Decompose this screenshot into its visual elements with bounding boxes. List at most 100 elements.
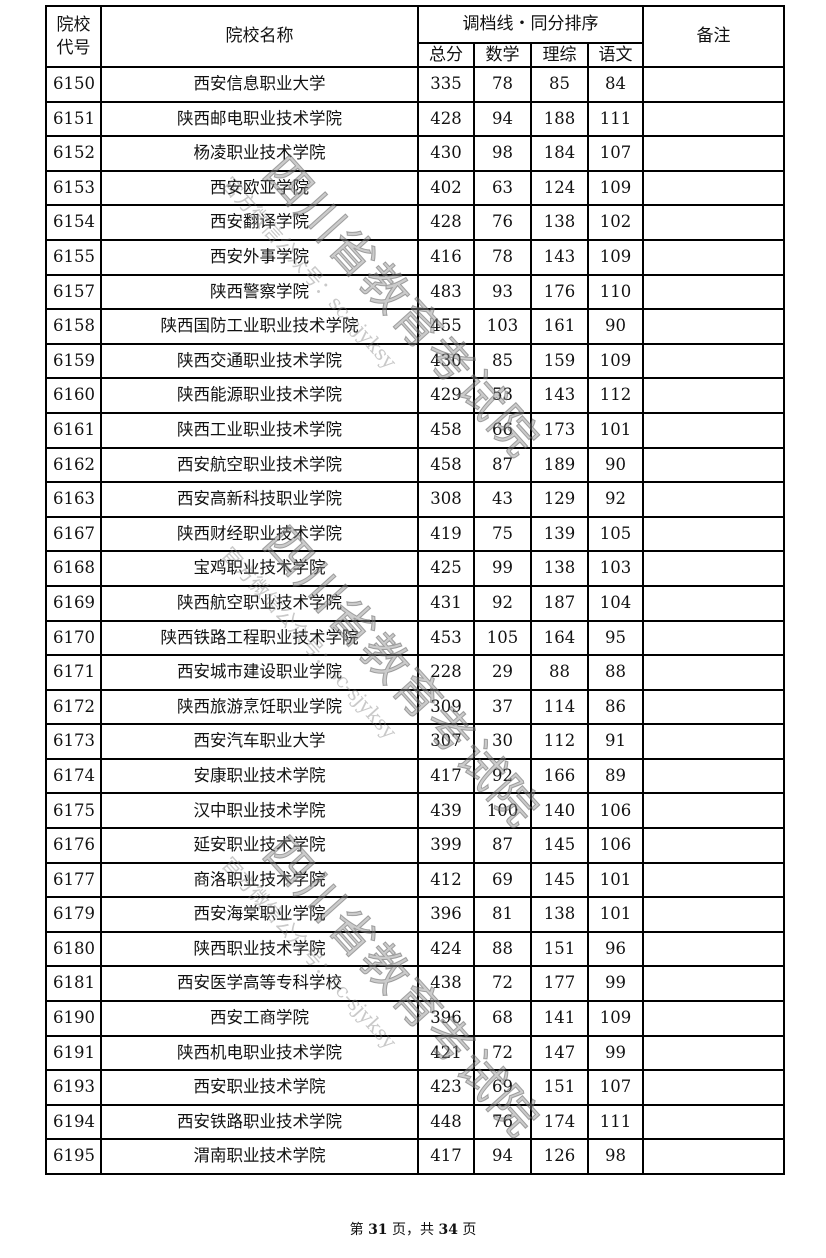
- total-score: 448: [417, 1103, 475, 1141]
- school-code: 6173: [45, 723, 102, 760]
- school-code: 6161: [45, 411, 102, 449]
- school-name: 陕西旅游烹饪职业学院: [100, 688, 419, 726]
- school-name: 陕西国防工业职业技术学院: [100, 308, 419, 345]
- school-code: 6169: [45, 584, 102, 622]
- total-score: 431: [417, 584, 475, 622]
- science-score: 189: [530, 446, 589, 484]
- remark: [642, 135, 785, 172]
- math-score: 81: [473, 896, 532, 933]
- math-score: 76: [473, 1103, 532, 1141]
- school-code: 6167: [45, 515, 102, 553]
- science-score: 177: [530, 965, 589, 1003]
- remark: [642, 550, 785, 587]
- school-code: 6152: [45, 135, 102, 172]
- school-code: 6171: [45, 654, 102, 691]
- school-code: 6157: [45, 273, 102, 311]
- school-code: 6179: [45, 896, 102, 933]
- remark: [642, 930, 785, 968]
- science-score: 129: [530, 481, 589, 518]
- school-code: 6151: [45, 100, 102, 138]
- table-row: 6154 西安翻译学院 428 76 138 102: [45, 204, 785, 241]
- science-score: 143: [530, 238, 589, 276]
- school-name: 西安航空职业技术学院: [100, 446, 419, 484]
- table-row: 6159 陕西交通职业技术学院 430 85 159 109: [45, 342, 785, 380]
- math-score: 103: [473, 308, 532, 345]
- table-row: 6158 陕西国防工业职业技术学院 455 103 161 90: [45, 308, 785, 345]
- chinese-score: 90: [587, 446, 644, 484]
- science-score: 85: [530, 66, 589, 103]
- chinese-score: 102: [587, 204, 644, 241]
- remark: [642, 1103, 785, 1141]
- table-row: 6180 陕西职业技术学院 424 88 151 96: [45, 930, 785, 968]
- chinese-score: 99: [587, 1034, 644, 1072]
- school-name: 陕西职业技术学院: [100, 930, 419, 968]
- school-code: 6176: [45, 827, 102, 864]
- total-score: 396: [417, 1000, 475, 1037]
- math-score: 78: [473, 238, 532, 276]
- math-score: 78: [473, 66, 532, 103]
- school-code: 6181: [45, 965, 102, 1003]
- remark: [642, 861, 785, 899]
- science-score: 145: [530, 827, 589, 864]
- science-score: 173: [530, 411, 589, 449]
- total-score: 308: [417, 481, 475, 518]
- remark: [642, 446, 785, 484]
- table-row: 6191 陕西机电职业技术学院 421 72 147 99: [45, 1034, 785, 1072]
- math-score: 87: [473, 827, 532, 864]
- total-score: 402: [417, 169, 475, 207]
- total-score: 424: [417, 930, 475, 968]
- table-row: 6157 陕西警察学院 483 93 176 110: [45, 273, 785, 311]
- science-score: 138: [530, 204, 589, 241]
- school-name: 宝鸡职业技术学院: [100, 550, 419, 587]
- remark: [642, 411, 785, 449]
- school-code: 6155: [45, 238, 102, 276]
- chinese-score: 107: [587, 1069, 644, 1106]
- admission-score-table: 院校代号 院校名称 调档线・同分排序 备注 总分 数学 理综 语文 6150 西安…: [45, 5, 785, 1175]
- page-footer: 第 31 页，共 34 页: [349, 1222, 477, 1238]
- school-name: 安康职业技术学院: [100, 757, 419, 795]
- chinese-score: 92: [587, 481, 644, 518]
- science-score: 187: [530, 584, 589, 622]
- table-row: 6176 延安职业技术学院 399 87 145 106: [45, 827, 785, 864]
- school-code: 6170: [45, 619, 102, 657]
- remark: [642, 965, 785, 1003]
- school-name: 西安职业技术学院: [100, 1069, 419, 1106]
- school-name: 陕西工业职业技术学院: [100, 411, 419, 449]
- school-name: 延安职业技术学院: [100, 827, 419, 864]
- total-score: 419: [417, 515, 475, 553]
- total-score: 396: [417, 896, 475, 933]
- math-score: 92: [473, 757, 532, 795]
- total-pages: 34: [438, 1222, 458, 1238]
- science-score: 174: [530, 1103, 589, 1141]
- chinese-score: 107: [587, 135, 644, 172]
- science-score: 139: [530, 515, 589, 553]
- header-math: 数学: [473, 42, 532, 68]
- school-name: 陕西航空职业技术学院: [100, 584, 419, 622]
- school-name: 陕西铁路工程职业技术学院: [100, 619, 419, 657]
- math-score: 88: [473, 930, 532, 968]
- remark: [642, 757, 785, 795]
- table-row: 6177 商洛职业技术学院 412 69 145 101: [45, 861, 785, 899]
- remark: [642, 238, 785, 276]
- math-score: 30: [473, 723, 532, 760]
- remark: [642, 481, 785, 518]
- chinese-score: 109: [587, 169, 644, 207]
- math-score: 72: [473, 965, 532, 1003]
- total-score: 412: [417, 861, 475, 899]
- school-name: 陕西能源职业技术学院: [100, 377, 419, 414]
- school-name: 陕西财经职业技术学院: [100, 515, 419, 553]
- school-name: 西安医学高等专科学校: [100, 965, 419, 1003]
- remark: [642, 204, 785, 241]
- school-name: 西安城市建设职业学院: [100, 654, 419, 691]
- total-score: 483: [417, 273, 475, 311]
- chinese-score: 110: [587, 273, 644, 311]
- table-row: 6163 西安高新科技职业学院 308 43 129 92: [45, 481, 785, 518]
- science-score: 126: [530, 1138, 589, 1175]
- total-score: 430: [417, 342, 475, 380]
- header-science: 理综: [530, 42, 589, 68]
- total-score: 439: [417, 792, 475, 830]
- chinese-score: 103: [587, 550, 644, 587]
- school-name: 西安铁路职业技术学院: [100, 1103, 419, 1141]
- math-score: 29: [473, 654, 532, 691]
- science-score: 151: [530, 1069, 589, 1106]
